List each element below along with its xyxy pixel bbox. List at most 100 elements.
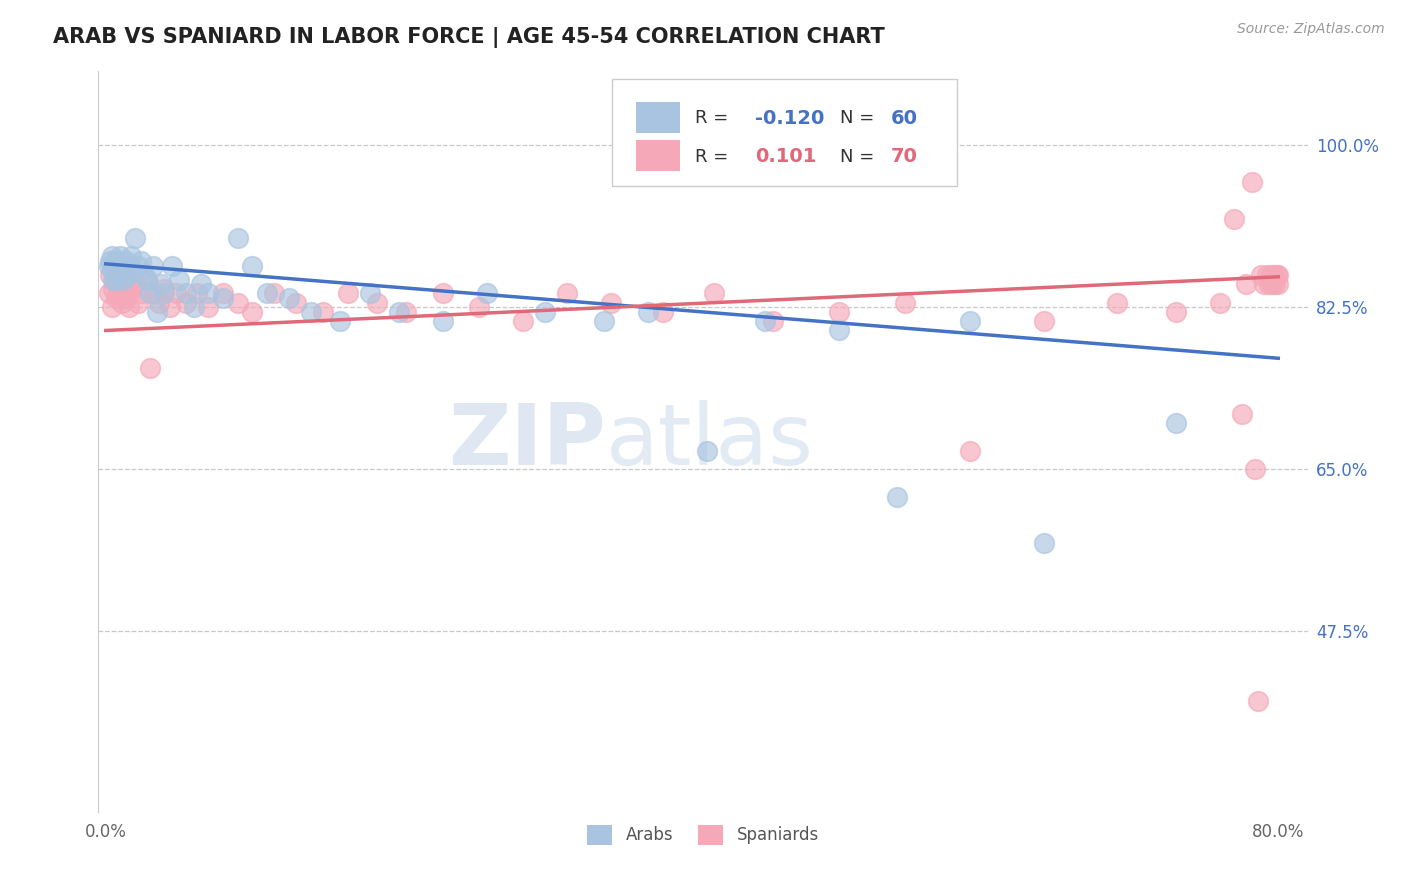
Point [329,314,352,328]
Point [110,250,132,264]
Point [1264,277,1286,292]
Point [366,295,388,310]
Point [111,295,134,310]
Point [118,259,141,273]
FancyBboxPatch shape [637,102,681,133]
Point [336,286,359,301]
Point [153,286,176,301]
Point [256,286,278,301]
Point [98,268,121,282]
Point [103,268,125,282]
Point [637,305,659,319]
Point [159,301,181,315]
Point [103,272,125,286]
Point [1223,212,1246,227]
Point [105,272,128,286]
Point [97,286,120,301]
Point [1230,407,1253,421]
Point [135,272,157,286]
Text: R =: R = [695,109,734,127]
Point [124,277,146,292]
Point [359,286,381,301]
Point [893,295,915,310]
Point [138,286,160,301]
Point [212,286,235,301]
Point [112,282,135,296]
Point [127,295,149,310]
Point [395,305,418,319]
Point [240,305,263,319]
Point [103,254,125,268]
Text: 0.101: 0.101 [755,147,817,166]
Point [1234,277,1257,292]
Text: 70: 70 [890,147,917,166]
Point [112,272,135,286]
Point [197,301,219,315]
Point [165,286,187,301]
Point [827,323,849,337]
Point [107,277,129,292]
Text: ZIP: ZIP [449,400,606,483]
Point [167,272,190,286]
Point [432,314,454,328]
Point [160,259,183,273]
Point [107,254,129,268]
Point [827,305,849,319]
Point [468,301,491,315]
Point [148,295,170,310]
Point [107,263,129,277]
Point [600,295,623,310]
Text: -0.120: -0.120 [755,109,824,128]
FancyBboxPatch shape [637,140,681,171]
Text: atlas: atlas [606,400,814,483]
Point [1267,277,1289,292]
Point [212,291,235,305]
Point [176,286,198,301]
Point [117,286,139,301]
Point [1258,277,1281,292]
Point [593,314,616,328]
Point [108,286,131,301]
Point [111,263,134,277]
Point [1253,277,1275,292]
Point [132,268,155,282]
Point [101,272,124,286]
Point [146,305,169,319]
Point [1208,295,1230,310]
Point [1250,268,1272,282]
Point [557,286,579,301]
Point [118,301,141,315]
Text: R =: R = [695,147,734,166]
Point [886,490,908,504]
Point [1265,268,1288,282]
Point [1267,268,1289,282]
Point [121,263,143,277]
Point [299,305,322,319]
Point [124,231,146,245]
FancyBboxPatch shape [613,78,957,186]
Point [1240,175,1263,190]
Point [100,250,122,264]
Point [959,314,981,328]
Point [1247,694,1270,708]
Point [754,314,776,328]
Point [121,282,143,296]
Point [226,231,249,245]
Point [1032,314,1054,328]
Point [1260,268,1282,282]
Text: N =: N = [839,109,880,127]
Point [1243,462,1265,476]
Point [1256,268,1278,282]
Point [197,286,219,301]
Point [101,282,124,296]
Point [114,272,136,286]
Point [105,291,128,305]
Point [190,277,212,292]
Legend: Arabs, Spaniards: Arabs, Spaniards [581,818,825,852]
Point [142,259,165,273]
Text: N =: N = [839,147,880,166]
Point [534,305,557,319]
Point [263,286,285,301]
Point [1164,305,1187,319]
Point [388,305,411,319]
